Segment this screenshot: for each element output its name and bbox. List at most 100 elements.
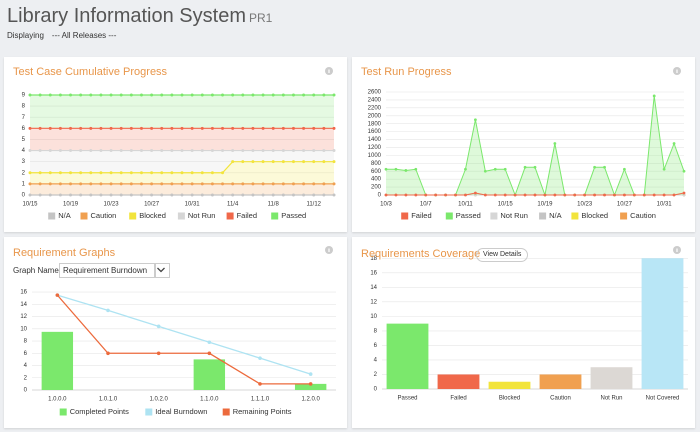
point [69,193,73,197]
point [156,324,161,329]
point [312,126,316,130]
point [573,193,577,197]
y-tick-label: 400 [371,177,382,183]
point [632,193,636,197]
point [58,171,62,175]
y-tick-label: 7 [22,115,26,121]
legend-swatch [571,212,579,220]
point [150,126,154,130]
point [308,382,313,386]
point [322,182,326,186]
point [271,182,275,186]
point [261,93,265,97]
point [156,351,161,356]
panel: 0 1 2 3 4 5 6 7 8 9 10/15 10/19 10/23 10/27 10/31 11/4 1… [4,57,347,232]
bar [641,258,684,389]
point [332,126,336,130]
legend-label: Blocked [581,211,608,220]
y-tick-label: 1800 [368,121,382,127]
point [231,193,235,197]
release-filter: Displaying --- All Releases --- [7,31,116,40]
point [322,126,326,130]
point [48,126,52,130]
point [231,182,235,186]
x-tick-label: Not Run [600,396,622,402]
point [291,149,295,153]
point [99,149,103,153]
chart: 0 200 400 600 800 1000 1200 1400 1600 1800 2000 220… [368,67,686,220]
point [603,193,606,197]
point [99,193,103,197]
legend-label: Ideal Burndown [155,407,207,416]
x-tick-label: 11/12 [306,202,321,208]
point [180,149,184,153]
point [322,93,326,97]
point [523,193,527,197]
view-details-button[interactable]: View Details [476,248,529,262]
point [662,193,666,197]
point [180,171,184,175]
x-tick-label: 10/11 [458,202,473,208]
bar [41,331,74,390]
point [291,160,295,164]
point [662,167,666,171]
point [464,167,467,171]
point [55,293,60,297]
panel: 0 200 400 600 800 1000 1200 1400 1600 1800 2000 220… [352,57,695,232]
point [210,126,214,130]
dropdown-arrow [157,267,165,273]
point [79,171,83,175]
point [180,182,184,186]
point [150,182,154,186]
point [221,182,225,186]
y-tick-label: 1600 [368,129,382,135]
x-tick-label: 10/23 [577,202,593,208]
point [302,160,306,164]
x-tick-label: 1.0.2.0 [149,397,168,403]
point [332,182,336,186]
y-tick-label: 2000 [368,113,382,119]
point [200,193,204,197]
point [109,126,113,130]
y-tick-label: 14 [20,302,27,308]
point [332,149,336,153]
point [322,193,326,197]
point [291,193,295,197]
point [119,93,123,97]
y-tick-label: 0 [22,193,26,199]
point [281,93,285,97]
point [160,93,164,97]
point [414,167,418,171]
y-tick-label: 1000 [368,153,382,159]
point [682,169,686,173]
point [89,171,93,175]
point [221,171,225,175]
point [231,93,235,97]
area-band [30,183,334,195]
point [623,167,626,171]
point [150,149,154,153]
point [682,191,686,195]
title-text: Library Information System [7,5,246,27]
legend-label: Not Run [500,211,528,220]
graph-name-label: Graph Name [13,266,59,275]
point [109,193,113,197]
point [623,193,626,197]
point [79,182,83,186]
legend-label: Completed Points [70,407,129,416]
point [99,126,103,130]
point [139,171,143,175]
legend-swatch [445,212,453,220]
point [231,160,235,164]
graph-select[interactable]: Requirement Burndown [59,263,156,278]
point [251,160,255,164]
point [221,126,225,130]
legend-label: Remaining Points [233,407,292,416]
point [474,193,477,197]
dropdown-button[interactable] [154,263,170,278]
release-select[interactable]: --- All Releases --- [51,31,117,40]
point [48,171,52,175]
point [150,193,154,197]
legend-label: Passed [456,211,481,220]
